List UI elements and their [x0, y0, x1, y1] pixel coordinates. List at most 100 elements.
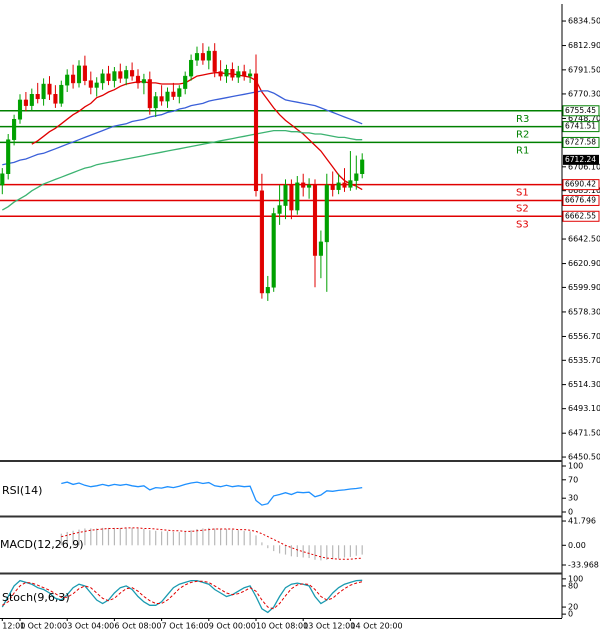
- candle-body: [230, 69, 235, 78]
- y-tick-label: 30: [568, 494, 578, 503]
- candle-body: [12, 118, 17, 140]
- candle-body: [271, 213, 276, 288]
- y-tick-label: 6620.90: [568, 259, 600, 268]
- candle-body: [112, 71, 117, 81]
- y-tick-label: -33.968: [568, 561, 599, 570]
- candle-body: [76, 65, 82, 84]
- indicator-line: [61, 481, 363, 506]
- y-tick-label: 6471.50: [568, 429, 600, 438]
- y-tick-label: 6770.30: [568, 89, 600, 98]
- axes: 6834.50 6812.90 6791.50 6770.30 6748.70 6706.…: [1, 17, 600, 631]
- candle-body: [265, 287, 270, 294]
- indicator-line: [31, 72, 363, 191]
- candle-body: [354, 173, 359, 181]
- y-tick-label: 6748.70: [568, 114, 600, 123]
- y-tick-label: 6685.10: [568, 186, 600, 195]
- price-tag-label: 6662.55: [565, 211, 596, 220]
- current-price-label: 6712.24: [565, 155, 596, 164]
- x-tick-label: 7 Oct 16:00: [162, 622, 209, 631]
- price-tag-label: 6727.58: [565, 137, 596, 146]
- candle-body: [206, 50, 211, 61]
- candle-body: [165, 91, 170, 102]
- candle-body: [301, 182, 306, 188]
- candle-body: [106, 73, 111, 81]
- candle-body: [82, 65, 87, 81]
- pivot-label: R2: [516, 130, 529, 141]
- candle-body: [236, 71, 241, 78]
- price-tag-label: 6690.42: [565, 180, 596, 189]
- y-tick-label: 0: [568, 610, 573, 619]
- candle-body: [194, 53, 200, 61]
- price-tag: [562, 179, 600, 191]
- indicator-line: [2, 90, 363, 166]
- y-tick-label: 6578.30: [568, 307, 600, 316]
- candle-body: [88, 80, 93, 88]
- y-tick-label: 6642.50: [568, 235, 600, 244]
- candle-body: [224, 69, 229, 77]
- candle-body: [153, 96, 158, 109]
- candle-body: [212, 50, 217, 72]
- y-tick-label: 100: [568, 574, 583, 583]
- y-tick-label: 6514.30: [568, 380, 600, 389]
- indicator-line: [2, 580, 363, 610]
- candle-body: [336, 182, 341, 190]
- y-tick-label: 0.00: [568, 541, 586, 550]
- price-tag: [562, 210, 600, 222]
- candle-body: [71, 74, 76, 84]
- macd-panel: [60, 527, 363, 561]
- price-tag: [562, 136, 600, 148]
- candle-body: [360, 159, 365, 175]
- x-tick-label: 10 Oct 08:00: [256, 622, 308, 631]
- x-tick-label: 6 Oct 08:00: [114, 622, 161, 631]
- candle-body: [41, 83, 46, 100]
- macd-title: MACD(12,26,9): [0, 538, 84, 551]
- candle-body: [318, 241, 323, 256]
- pivot-label: R3: [516, 114, 529, 125]
- candle-body: [324, 184, 329, 243]
- x-tick-label: 13 Oct 12:00: [303, 622, 355, 631]
- candle-body: [242, 71, 247, 77]
- x-tick-label: 12:00: [2, 622, 25, 631]
- stoch-title: Stoch(9,6,3): [2, 591, 70, 604]
- candle-body: [189, 59, 194, 77]
- candle-body: [6, 139, 11, 175]
- candle-body: [65, 74, 70, 86]
- candle-body: [147, 79, 152, 109]
- y-tick-label: 41.796: [568, 517, 596, 526]
- candle-body: [177, 88, 182, 97]
- x-tick-label: 14 Oct 20:00: [350, 622, 402, 631]
- candle-body: [135, 75, 141, 84]
- candle-body: [312, 184, 318, 256]
- candle-body: [183, 75, 188, 89]
- current-price-tag: [563, 154, 599, 165]
- candle-body: [330, 184, 335, 190]
- candle-body: [141, 79, 146, 84]
- y-tick-label: 6450.50: [568, 453, 600, 462]
- candle-body: [0, 173, 5, 186]
- y-tick-label: 6812.90: [568, 41, 600, 50]
- price-tag: [562, 105, 600, 117]
- pivot-label: S3: [516, 219, 529, 230]
- x-tick-label: 1 Oct 20:00: [20, 622, 67, 631]
- y-tick-label: 6599.90: [568, 283, 600, 292]
- candle-body: [130, 70, 135, 77]
- candle-body: [248, 73, 253, 77]
- candle-body: [59, 84, 64, 104]
- y-tick-label: 100: [568, 461, 583, 470]
- y-tick-label: 6834.50: [568, 17, 600, 26]
- stoch-panel: [1, 579, 363, 614]
- price-panel: [0, 43, 562, 301]
- candle-body: [17, 99, 23, 120]
- rsi-title: RSI(14): [2, 484, 42, 497]
- candle-body: [253, 73, 259, 192]
- y-tick-label: 6535.70: [568, 356, 600, 365]
- candle-body: [171, 91, 176, 97]
- price-tag-label: 6676.49: [565, 195, 596, 204]
- candle-body: [29, 94, 34, 106]
- candle-body: [23, 99, 28, 106]
- candle-body: [295, 182, 300, 211]
- candle-body: [289, 184, 294, 211]
- candle-body: [283, 184, 288, 206]
- y-tick-label: 0: [568, 508, 573, 517]
- y-tick-label: 6706.10: [568, 162, 600, 171]
